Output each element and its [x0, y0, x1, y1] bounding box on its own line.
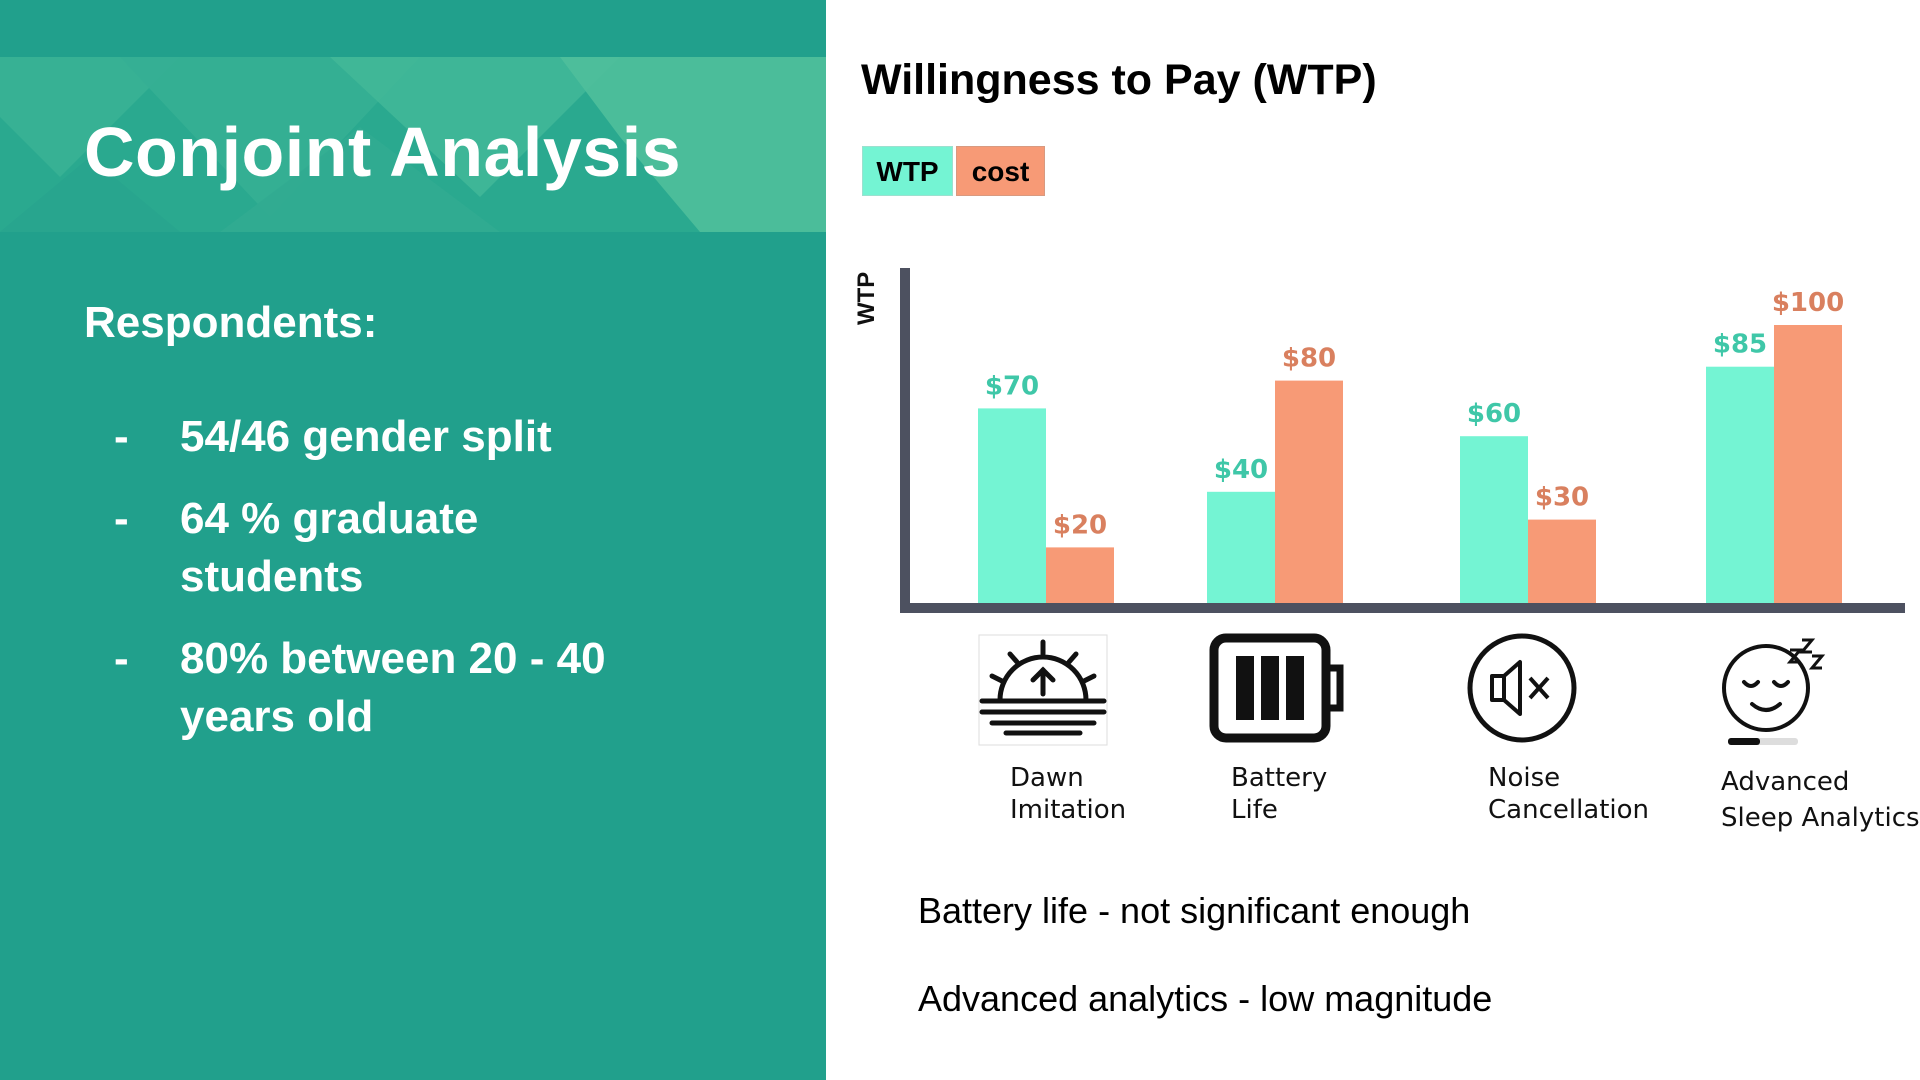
data-label-cost-1: $80	[1282, 344, 1336, 374]
bullet-dash: -	[114, 634, 129, 683]
data-label-wtp-3: $85	[1713, 330, 1767, 360]
note-battery: Battery life - not significant enough	[918, 890, 1471, 931]
bar-wtp-1	[1207, 491, 1275, 603]
battery-icon	[1209, 633, 1344, 743]
slide-title: Conjoint Analysis	[84, 113, 682, 191]
data-label-cost-0: $20	[1053, 510, 1107, 540]
title-band	[0, 57, 826, 232]
chart-legend: WTP cost	[862, 146, 1045, 196]
bullet-item: - 64 % graduate students	[114, 490, 570, 606]
note-analytics: Advanced analytics - low magnitude	[918, 978, 1493, 1019]
bar-cost-2	[1528, 519, 1596, 603]
respondent-bullets: - 54/46 gender split - 64 % graduate stu…	[114, 408, 814, 770]
bar-wtp-3	[1706, 366, 1774, 603]
category-label-analytics: Advanced Sleep Analytics	[1721, 767, 1920, 833]
title-band-pattern	[0, 57, 826, 232]
bullet-item: - 54/46 gender split	[114, 408, 814, 466]
bullet-dash: -	[114, 412, 129, 461]
data-label-wtp-2: $60	[1467, 399, 1521, 429]
mute-icon	[1467, 633, 1577, 743]
data-label-wtp-0: $70	[985, 371, 1039, 401]
bullet-item: - 80% between 20 - 40 years old	[114, 630, 700, 746]
bar-wtp-0	[978, 408, 1046, 603]
legend-wtp: WTP	[862, 146, 953, 196]
chart-title: Willingness to Pay (WTP)	[861, 56, 1377, 104]
sunrise-icon	[978, 634, 1108, 746]
category-label-battery: Battery Life	[1231, 763, 1328, 825]
y-axis-label: WTP	[853, 272, 880, 325]
data-label-wtp-1: $40	[1214, 455, 1268, 485]
bar-wtp-2	[1460, 436, 1528, 603]
data-label-cost-2: $30	[1535, 483, 1589, 513]
bar-cost-3	[1774, 325, 1842, 603]
bullet-text: 54/46 gender split	[180, 412, 552, 461]
bar-cost-0	[1046, 547, 1114, 603]
legend-cost: cost	[956, 146, 1045, 196]
respondents-heading: Respondents:	[84, 298, 378, 347]
bar-chart: WTP $70 $40 $60 $85 $20 $80 $30 $100	[853, 268, 1905, 613]
left-panel: Conjoint Analysis Respondents: - 54/46 g…	[0, 0, 826, 1080]
category-label-noise: Noise Cancellation	[1488, 763, 1650, 825]
category-label-dawn: Dawn Imitation	[1010, 763, 1127, 825]
bullet-dash: -	[114, 494, 129, 543]
sleeping-face-icon	[1722, 638, 1826, 745]
bullet-text: 80% between 20 - 40 years old	[180, 634, 606, 741]
bar-cost-1	[1275, 380, 1343, 603]
data-label-cost-3: $100	[1772, 288, 1844, 318]
bullet-text: 64 % graduate students	[180, 494, 479, 601]
